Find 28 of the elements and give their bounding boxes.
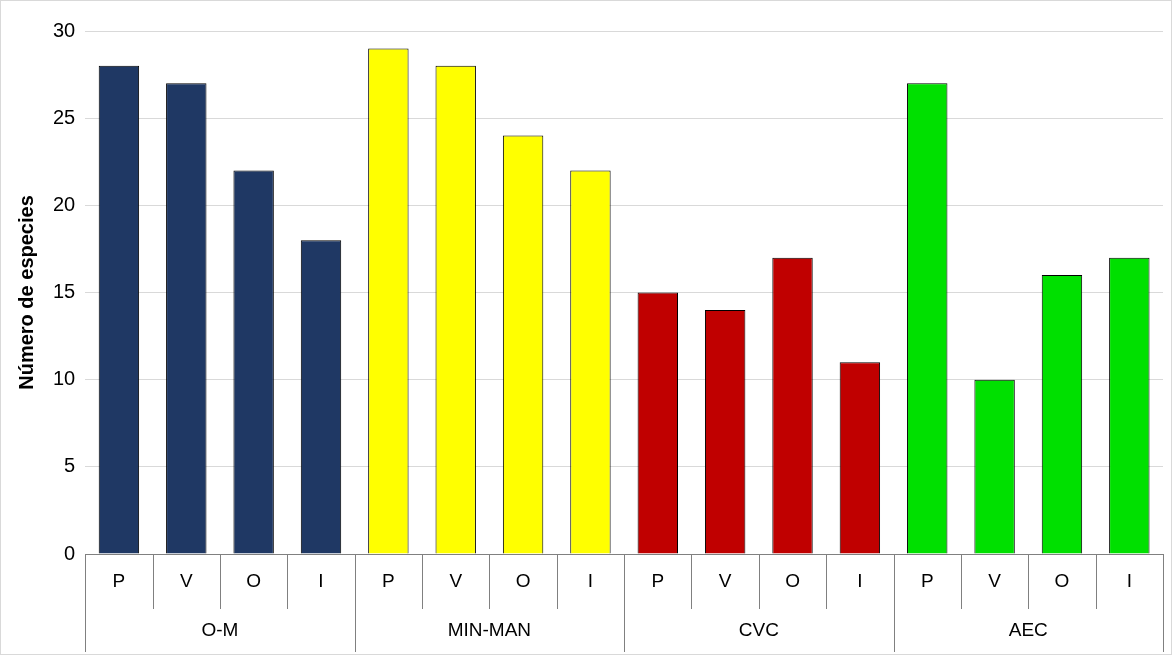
x-tick-label: CVC [738, 618, 779, 640]
text: P [920, 569, 934, 591]
text: V [449, 569, 463, 591]
text: I [1126, 569, 1132, 591]
y-tick-label: 25 [53, 105, 76, 128]
x-tick-label: MIN-MAN [447, 618, 532, 640]
series-label: V [179, 569, 193, 591]
text: V [718, 569, 732, 591]
text: P [382, 569, 395, 591]
text: O [515, 569, 531, 591]
series-label: I [318, 569, 324, 591]
series-label: P [112, 569, 126, 591]
text: I [857, 569, 863, 591]
y-tick-label: 0 [64, 541, 76, 564]
y-tick-label: 10 [53, 367, 76, 390]
y-axis-title: Número de especies [14, 195, 37, 390]
text: O [1054, 569, 1070, 591]
text: P [651, 569, 665, 591]
text: I [587, 569, 594, 591]
x-tick-label: O-M [201, 618, 239, 640]
series-label: O [246, 569, 262, 591]
y-tick-label: 5 [64, 454, 76, 477]
y-tick-label: 15 [53, 280, 76, 303]
y-tick-label: 30 [53, 18, 76, 41]
y-tick-label: 20 [53, 192, 76, 215]
text: O [785, 569, 800, 591]
x-tick-label: AEC [1008, 618, 1048, 640]
text: V [988, 569, 1001, 591]
